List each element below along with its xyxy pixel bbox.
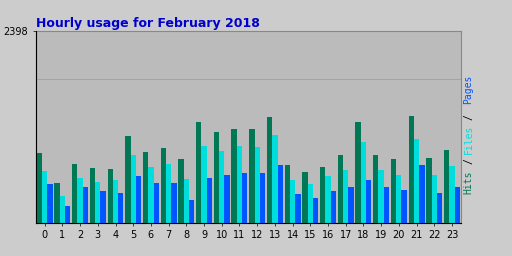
Bar: [414, 139, 419, 223]
Bar: [254, 147, 260, 223]
Bar: [338, 155, 343, 223]
Bar: [373, 155, 378, 223]
Text: Files: Files: [463, 124, 474, 154]
Bar: [166, 164, 172, 223]
Bar: [143, 152, 148, 223]
Bar: [267, 117, 272, 223]
Bar: [419, 165, 424, 223]
Bar: [42, 172, 47, 223]
Bar: [278, 165, 283, 223]
Text: /: /: [463, 158, 474, 164]
Bar: [90, 168, 95, 223]
Bar: [207, 178, 212, 223]
Bar: [366, 180, 371, 223]
Bar: [113, 180, 118, 223]
Bar: [172, 184, 177, 223]
Bar: [313, 198, 318, 223]
Bar: [272, 135, 278, 223]
Bar: [308, 184, 313, 223]
Bar: [320, 167, 325, 223]
Text: Hits: Hits: [463, 171, 474, 194]
Bar: [355, 122, 361, 223]
Bar: [444, 150, 450, 223]
Bar: [108, 169, 113, 223]
Bar: [37, 153, 42, 223]
Bar: [201, 146, 207, 223]
Bar: [325, 176, 331, 223]
Bar: [295, 194, 301, 223]
Text: /: /: [463, 114, 474, 120]
Bar: [189, 199, 195, 223]
Bar: [95, 182, 100, 223]
Bar: [249, 129, 254, 223]
Bar: [125, 136, 131, 223]
Bar: [219, 152, 224, 223]
Bar: [161, 148, 166, 223]
Bar: [72, 164, 77, 223]
Bar: [178, 159, 184, 223]
Bar: [426, 158, 432, 223]
Bar: [348, 187, 354, 223]
Bar: [77, 178, 83, 223]
Bar: [224, 175, 230, 223]
Bar: [455, 187, 460, 223]
Bar: [184, 179, 189, 223]
Bar: [432, 175, 437, 223]
Bar: [118, 193, 123, 223]
Bar: [148, 167, 154, 223]
Bar: [378, 170, 384, 223]
Bar: [131, 155, 136, 223]
Bar: [196, 122, 201, 223]
Bar: [285, 165, 290, 223]
Bar: [242, 173, 247, 223]
Bar: [384, 187, 389, 223]
Bar: [290, 180, 295, 223]
Bar: [60, 196, 65, 223]
Bar: [396, 175, 401, 223]
Bar: [450, 166, 455, 223]
Bar: [65, 206, 70, 223]
Bar: [231, 129, 237, 223]
Bar: [302, 172, 308, 223]
Bar: [391, 159, 396, 223]
Bar: [54, 184, 60, 223]
Bar: [47, 184, 53, 223]
Bar: [361, 142, 366, 223]
Bar: [136, 176, 141, 223]
Text: Pages: Pages: [463, 74, 474, 103]
Bar: [260, 173, 265, 223]
Bar: [237, 146, 242, 223]
Bar: [100, 191, 106, 223]
Bar: [331, 191, 336, 223]
Bar: [409, 116, 414, 223]
Bar: [437, 193, 442, 223]
Bar: [83, 187, 88, 223]
Text: Hourly usage for February 2018: Hourly usage for February 2018: [36, 17, 260, 29]
Bar: [154, 184, 159, 223]
Bar: [214, 132, 219, 223]
Bar: [401, 190, 407, 223]
Bar: [343, 170, 348, 223]
